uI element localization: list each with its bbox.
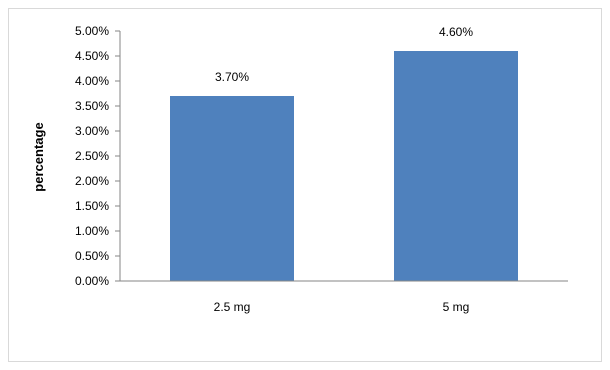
x-axis-category-label: 2.5 mg: [214, 300, 251, 314]
y-axis-tick-label: 0.50%: [75, 249, 109, 263]
y-axis-tick-label: 2.50%: [75, 149, 109, 163]
y-axis-tick-label: 3.50%: [75, 99, 109, 113]
bars-group: [170, 51, 518, 281]
category-labels-group: 2.5 mg 5 mg: [214, 300, 470, 314]
y-axis-tick-label: 1.00%: [75, 224, 109, 238]
data-labels-group: 3.70% 4.60%: [215, 25, 473, 84]
x-axis-category-label: 5 mg: [443, 300, 470, 314]
y-axis-tick-label: 3.00%: [75, 124, 109, 138]
y-axis-tick-label: 2.00%: [75, 174, 109, 188]
y-axis-tick-label: 4.50%: [75, 49, 109, 63]
y-axis-tick-label: 0.00%: [75, 274, 109, 288]
bar: [170, 96, 294, 281]
bar-data-label: 4.60%: [439, 25, 473, 39]
y-axis-tick-label: 4.00%: [75, 74, 109, 88]
y-axis-tick-label: 5.00%: [75, 24, 109, 38]
y-axis-ticks-group: 0.00% 0.50% 1.00% 1.50% 2.00% 2.50% 3.00% 3.50%…: [75, 24, 120, 288]
bar-data-label: 3.70%: [215, 70, 249, 84]
y-axis-title: percentage: [31, 122, 46, 191]
bar: [394, 51, 518, 281]
y-axis-tick-label: 1.50%: [75, 199, 109, 213]
